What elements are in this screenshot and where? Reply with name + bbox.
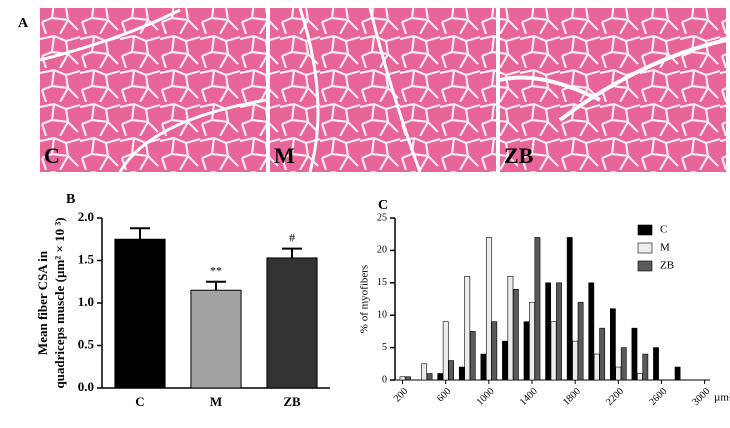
bar [631, 327, 638, 381]
micrograph: ZB [499, 8, 727, 172]
error-bar [129, 227, 151, 240]
y-axis-label: quadriceps muscle (µm² × 10 ³) [52, 217, 67, 388]
bar [545, 282, 552, 381]
bar [502, 340, 508, 381]
image-label: M [274, 143, 295, 168]
x-tick-label: 1400 [518, 386, 540, 408]
x-tick-label: M [210, 394, 222, 409]
error-bar [281, 247, 303, 258]
bar [609, 308, 616, 381]
legend-swatch [637, 224, 653, 236]
bar [485, 237, 492, 381]
bar [577, 301, 584, 381]
x-tick-label: 1000 [475, 386, 497, 408]
bar [266, 257, 318, 389]
micrograph: M [270, 7, 496, 173]
x-tick-label: ZB [283, 394, 301, 409]
bar [642, 353, 649, 381]
annotation: # [289, 230, 295, 244]
y-tick-label: 15 [377, 277, 387, 288]
bar [448, 360, 455, 381]
y-tick-label: 25 [377, 212, 387, 223]
bar [469, 331, 476, 381]
bar [421, 363, 428, 381]
bar [399, 376, 406, 381]
y-axis-label: % of myofibers [359, 265, 371, 333]
bar [593, 353, 600, 381]
micrograph: C [39, 8, 267, 173]
x-unit-label: µm² [714, 392, 730, 404]
panel-label: C [378, 198, 388, 213]
bar [620, 347, 627, 381]
x-tick-label: 1800 [561, 386, 583, 408]
bar [512, 288, 519, 381]
bar [405, 376, 411, 381]
bar [572, 340, 579, 381]
bar [550, 321, 557, 381]
bar [588, 282, 595, 381]
x-tick-label: 2600 [647, 386, 669, 408]
bar [636, 373, 643, 381]
legend-label: C [660, 224, 667, 236]
y-tick-label: 1.0 [78, 294, 94, 309]
bar [615, 366, 622, 381]
bar [480, 353, 487, 381]
bar [523, 321, 530, 381]
y-tick-label: 20 [377, 245, 387, 256]
x-tick-label: 2200 [604, 386, 626, 408]
bar [529, 301, 535, 381]
bar [442, 321, 449, 381]
bar [534, 237, 541, 381]
y-tick-label: 0.0 [78, 379, 94, 394]
bar [674, 366, 681, 381]
bar [507, 276, 514, 381]
legend-label: ZB [660, 260, 674, 272]
bar [599, 327, 606, 381]
bar [491, 321, 498, 381]
y-tick-label: 5 [382, 342, 387, 353]
y-axis-label: Mean fiber CSA in [35, 250, 50, 355]
y-tick-label: 0 [382, 374, 387, 385]
x-tick-label: 600 [435, 386, 453, 404]
annotation: ** [210, 264, 222, 278]
x-tick-label: 3000 [690, 386, 712, 408]
legend-swatch [637, 260, 653, 272]
panel-label: A [18, 16, 29, 31]
y-tick-label: 2.0 [78, 209, 94, 224]
error-bar [205, 280, 227, 291]
bar [653, 347, 659, 381]
image-label: C [44, 143, 60, 168]
bar [464, 276, 471, 381]
panel-label: B [66, 192, 75, 207]
bar [556, 282, 562, 381]
legend-label: M [660, 242, 670, 254]
bar [426, 373, 433, 381]
bar [566, 237, 573, 381]
bar [458, 366, 465, 381]
x-tick-label: C [135, 394, 144, 409]
y-tick-label: 10 [377, 309, 387, 320]
y-tick-label: 0.5 [78, 336, 95, 351]
bar [190, 289, 242, 389]
x-tick-label: 200 [392, 386, 410, 404]
bar [437, 373, 444, 381]
bar [114, 238, 166, 389]
legend-swatch [637, 242, 653, 254]
y-tick-label: 1.5 [78, 251, 95, 266]
image-label: ZB [504, 143, 534, 168]
